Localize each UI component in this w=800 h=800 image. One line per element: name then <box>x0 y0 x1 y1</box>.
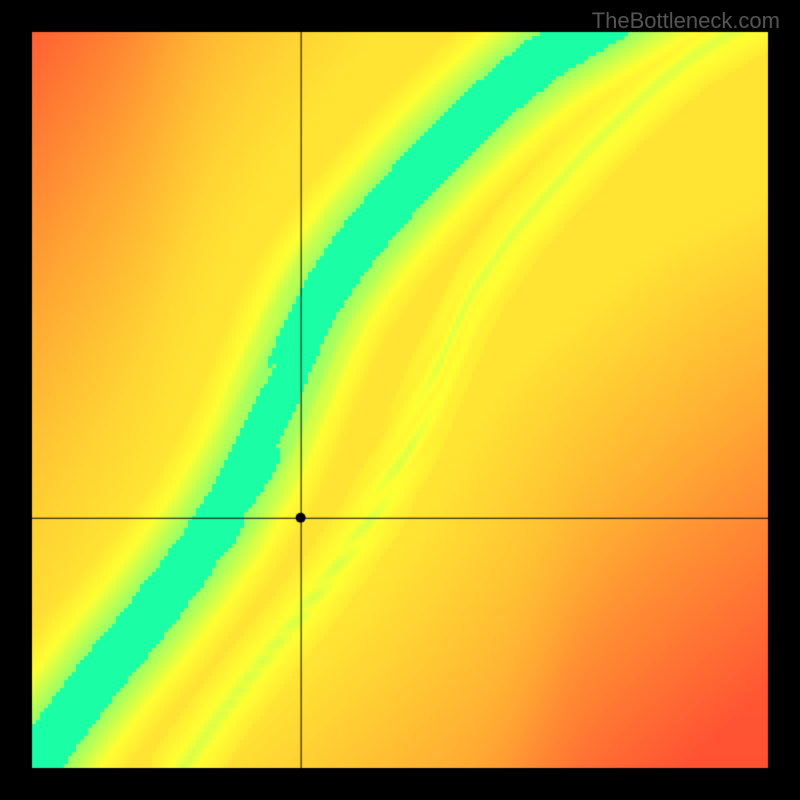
chart-container: TheBottleneck.com <box>0 0 800 800</box>
heatmap-canvas <box>0 0 800 800</box>
watermark-text: TheBottleneck.com <box>592 8 780 34</box>
